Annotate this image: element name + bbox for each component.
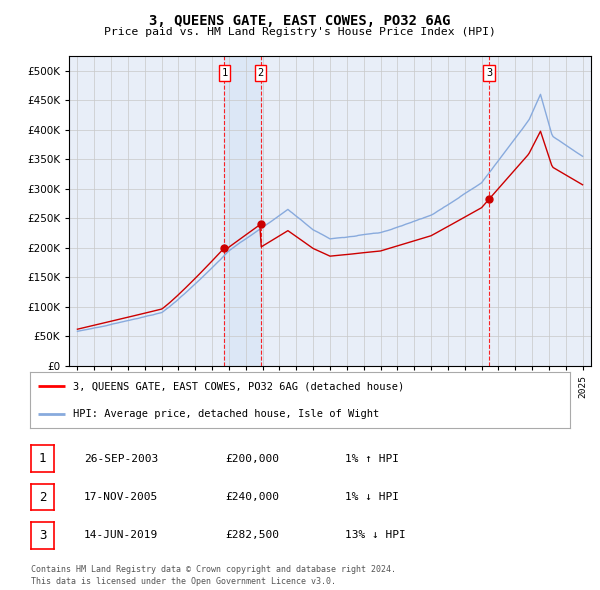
Text: This data is licensed under the Open Government Licence v3.0.: This data is licensed under the Open Gov… <box>31 576 336 586</box>
Text: 1: 1 <box>221 68 227 78</box>
Text: 13% ↓ HPI: 13% ↓ HPI <box>345 530 406 540</box>
Text: 1% ↓ HPI: 1% ↓ HPI <box>345 492 399 502</box>
Text: 2: 2 <box>39 490 46 504</box>
Text: 1% ↑ HPI: 1% ↑ HPI <box>345 454 399 464</box>
Text: 3, QUEENS GATE, EAST COWES, PO32 6AG (detached house): 3, QUEENS GATE, EAST COWES, PO32 6AG (de… <box>73 381 404 391</box>
Text: 2: 2 <box>257 68 264 78</box>
Text: 26-SEP-2003: 26-SEP-2003 <box>84 454 158 464</box>
Text: 3, QUEENS GATE, EAST COWES, PO32 6AG: 3, QUEENS GATE, EAST COWES, PO32 6AG <box>149 14 451 28</box>
Bar <box>224 56 260 366</box>
Text: 17-NOV-2005: 17-NOV-2005 <box>84 492 158 502</box>
Text: £282,500: £282,500 <box>225 530 279 540</box>
Text: 14-JUN-2019: 14-JUN-2019 <box>84 530 158 540</box>
Text: £200,000: £200,000 <box>225 454 279 464</box>
Text: 1: 1 <box>39 452 46 466</box>
Text: Contains HM Land Registry data © Crown copyright and database right 2024.: Contains HM Land Registry data © Crown c… <box>31 565 396 574</box>
Text: 3: 3 <box>39 529 46 542</box>
Text: 3: 3 <box>486 68 492 78</box>
Text: £240,000: £240,000 <box>225 492 279 502</box>
Text: HPI: Average price, detached house, Isle of Wight: HPI: Average price, detached house, Isle… <box>73 409 379 419</box>
Text: Price paid vs. HM Land Registry's House Price Index (HPI): Price paid vs. HM Land Registry's House … <box>104 27 496 37</box>
